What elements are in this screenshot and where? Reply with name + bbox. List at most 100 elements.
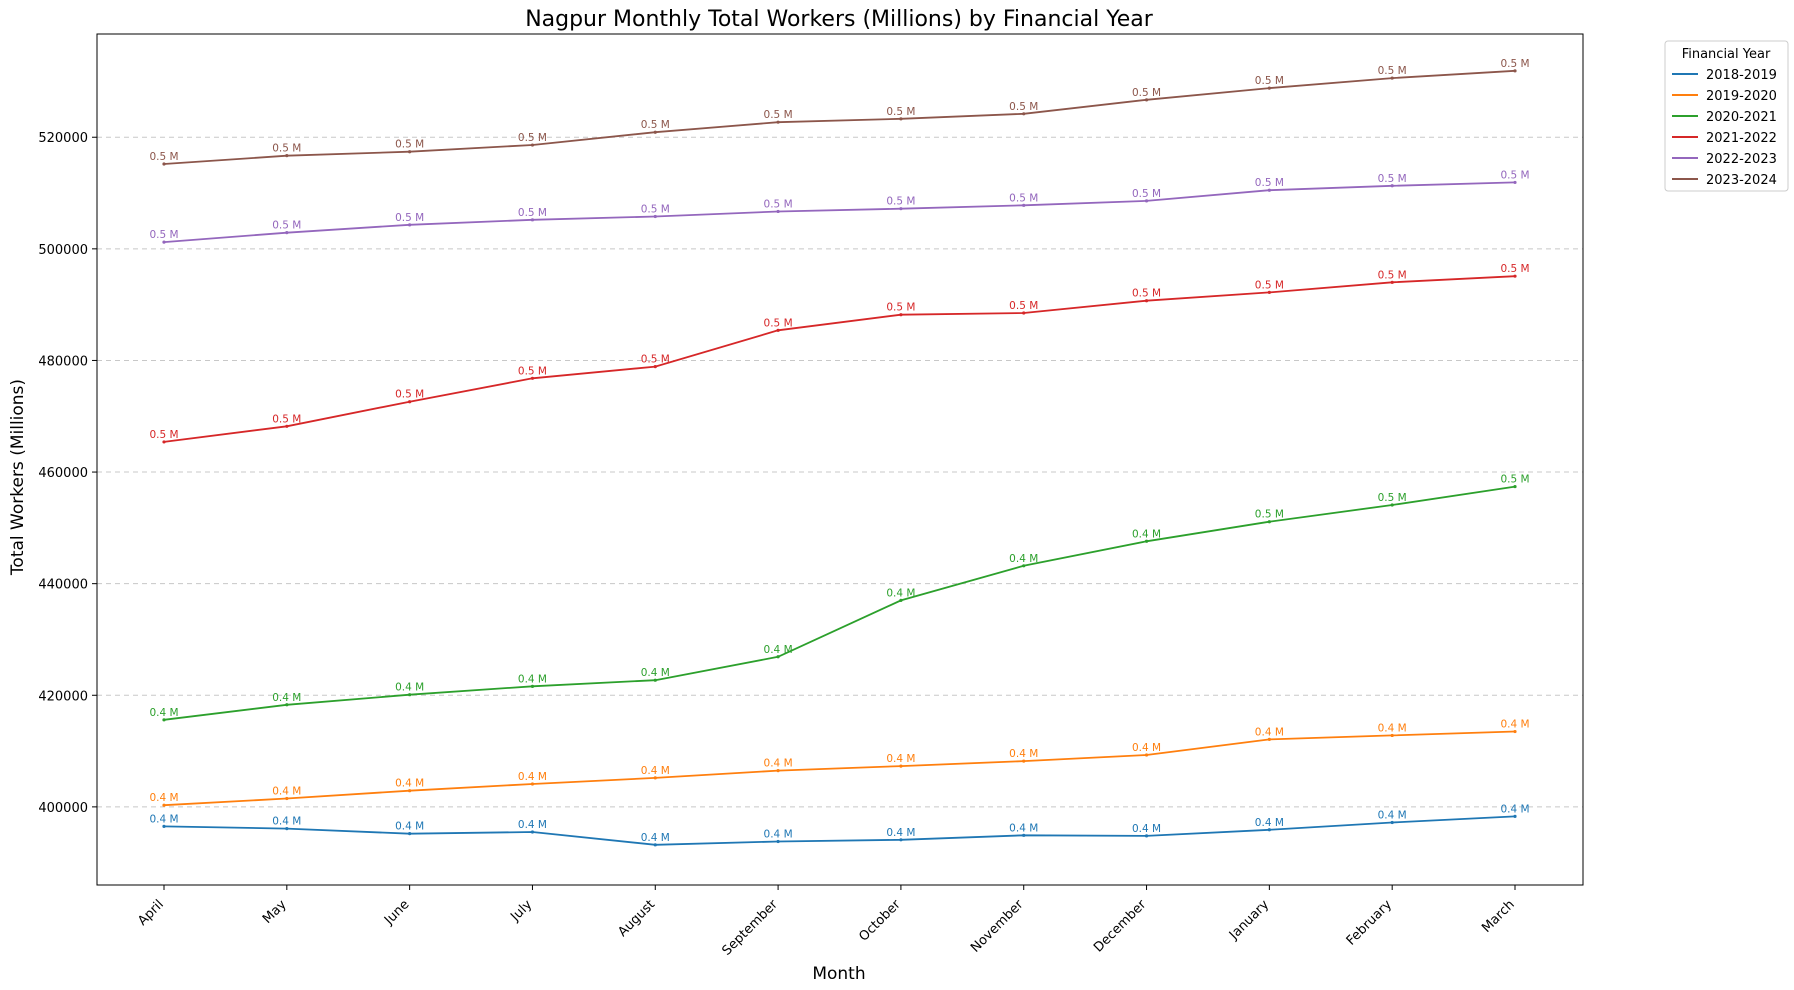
data-point [776, 769, 780, 773]
data-label: 0.5 M [1009, 300, 1038, 312]
data-point [899, 764, 903, 768]
legend-entry: 2021-2022 [1706, 131, 1777, 146]
data-label: 0.5 M [1500, 474, 1529, 486]
data-label: 0.5 M [272, 143, 301, 155]
data-point [1513, 69, 1517, 73]
legend-entry: 2022-2023 [1706, 152, 1777, 167]
data-point [530, 684, 535, 688]
data-label: 0.4 M [1009, 748, 1038, 760]
y-tick-label: 500000 [38, 243, 88, 258]
data-point [1267, 737, 1271, 741]
data-label: 0.5 M [149, 229, 178, 241]
data-point [899, 313, 903, 317]
data-point [1390, 184, 1394, 188]
x-tick-label: March [1479, 897, 1518, 936]
data-label: 0.4 M [149, 707, 178, 719]
data-point [530, 143, 535, 147]
data-label: 0.5 M [641, 203, 670, 215]
data-label: 0.4 M [395, 821, 424, 833]
y-tick-label: 480000 [38, 354, 88, 369]
y-axis: 400000 420000 440000 460000 480000 500000 5200… [38, 131, 97, 816]
data-point [1390, 733, 1394, 738]
data-point [653, 214, 657, 219]
series-line-2021-2022 [163, 275, 1516, 443]
data-label: 0.5 M [1378, 492, 1407, 504]
data-point [653, 130, 657, 134]
data-point [408, 150, 412, 154]
data-label: 0.4 M [272, 786, 301, 798]
plot-area [96, 33, 1584, 886]
data-point [1390, 820, 1394, 825]
data-point [899, 838, 903, 842]
data-point [1022, 203, 1026, 207]
data-label: 0.4 M [272, 816, 301, 828]
data-point [408, 223, 412, 227]
series-line-2023-2024 [163, 69, 1516, 165]
data-point [653, 364, 657, 369]
data-label: 0.5 M [641, 354, 670, 366]
x-tick-label: September [720, 897, 782, 959]
data-point [1267, 520, 1271, 524]
data-point [162, 718, 166, 722]
data-point [285, 231, 289, 235]
data-point [1144, 753, 1149, 757]
data-label: 0.4 M [886, 753, 915, 765]
y-tick-label: 460000 [38, 466, 88, 481]
data-label: 0.4 M [518, 771, 547, 783]
data-label: 0.4 M [1378, 722, 1407, 734]
series-line-2022-2023 [163, 181, 1516, 243]
data-point [899, 598, 903, 603]
x-tick-label: July [507, 897, 535, 925]
data-point [1513, 274, 1517, 278]
legend-box [1664, 40, 1789, 192]
data-point [285, 827, 289, 831]
data-label: 0.4 M [1132, 528, 1161, 540]
data-point [1513, 180, 1517, 185]
x-axis: April May June July August September October No… [135, 885, 1518, 959]
data-label: 0.4 M [1500, 803, 1529, 815]
data-point [1267, 188, 1271, 192]
x-tick-label: November [968, 897, 1027, 956]
data-label: 0.5 M [1255, 177, 1284, 189]
data-label: 0.4 M [149, 813, 178, 825]
data-label: 0.5 M [1500, 263, 1529, 275]
data-point [1390, 280, 1394, 284]
data-point [408, 789, 412, 793]
data-point [1390, 503, 1394, 507]
data-point [408, 400, 412, 404]
data-label: 0.5 M [1500, 169, 1529, 181]
data-point [1267, 828, 1271, 832]
y-tick-label: 420000 [38, 689, 88, 704]
data-label: 0.5 M [886, 196, 915, 208]
grid [97, 136, 1583, 808]
data-point [1022, 564, 1026, 568]
data-point [1144, 539, 1149, 543]
data-label: 0.5 M [1255, 509, 1284, 521]
data-point [1144, 199, 1149, 203]
data-point [776, 328, 780, 332]
data-point [899, 117, 903, 121]
legend-entry: 2018-2019 [1706, 68, 1777, 83]
data-label: 0.4 M [1132, 823, 1161, 835]
data-label: 0.4 M [1009, 822, 1038, 834]
data-label: 0.4 M [518, 673, 547, 685]
x-tick-label: February [1344, 897, 1396, 949]
data-label: 0.4 M [764, 758, 793, 770]
data-point [1513, 814, 1517, 818]
data-point [162, 440, 166, 444]
data-label: 0.5 M [1132, 188, 1161, 200]
x-tick-label: October [856, 897, 904, 945]
x-tick-label: August [615, 897, 658, 940]
legend: Financial Year 2018-2019 2019-2020 2020-20… [1664, 40, 1789, 192]
data-point [285, 703, 289, 707]
data-label: 0.4 M [641, 832, 670, 844]
data-label: 0.5 M [1132, 87, 1161, 99]
data-point [285, 154, 289, 158]
data-label: 0.5 M [764, 198, 793, 210]
data-point [1267, 290, 1271, 294]
data-point [1513, 484, 1517, 489]
data-point [408, 693, 412, 697]
x-tick-label: May [260, 897, 290, 927]
x-tick-label: January [1226, 897, 1272, 943]
data-label: 0.4 M [886, 827, 915, 839]
